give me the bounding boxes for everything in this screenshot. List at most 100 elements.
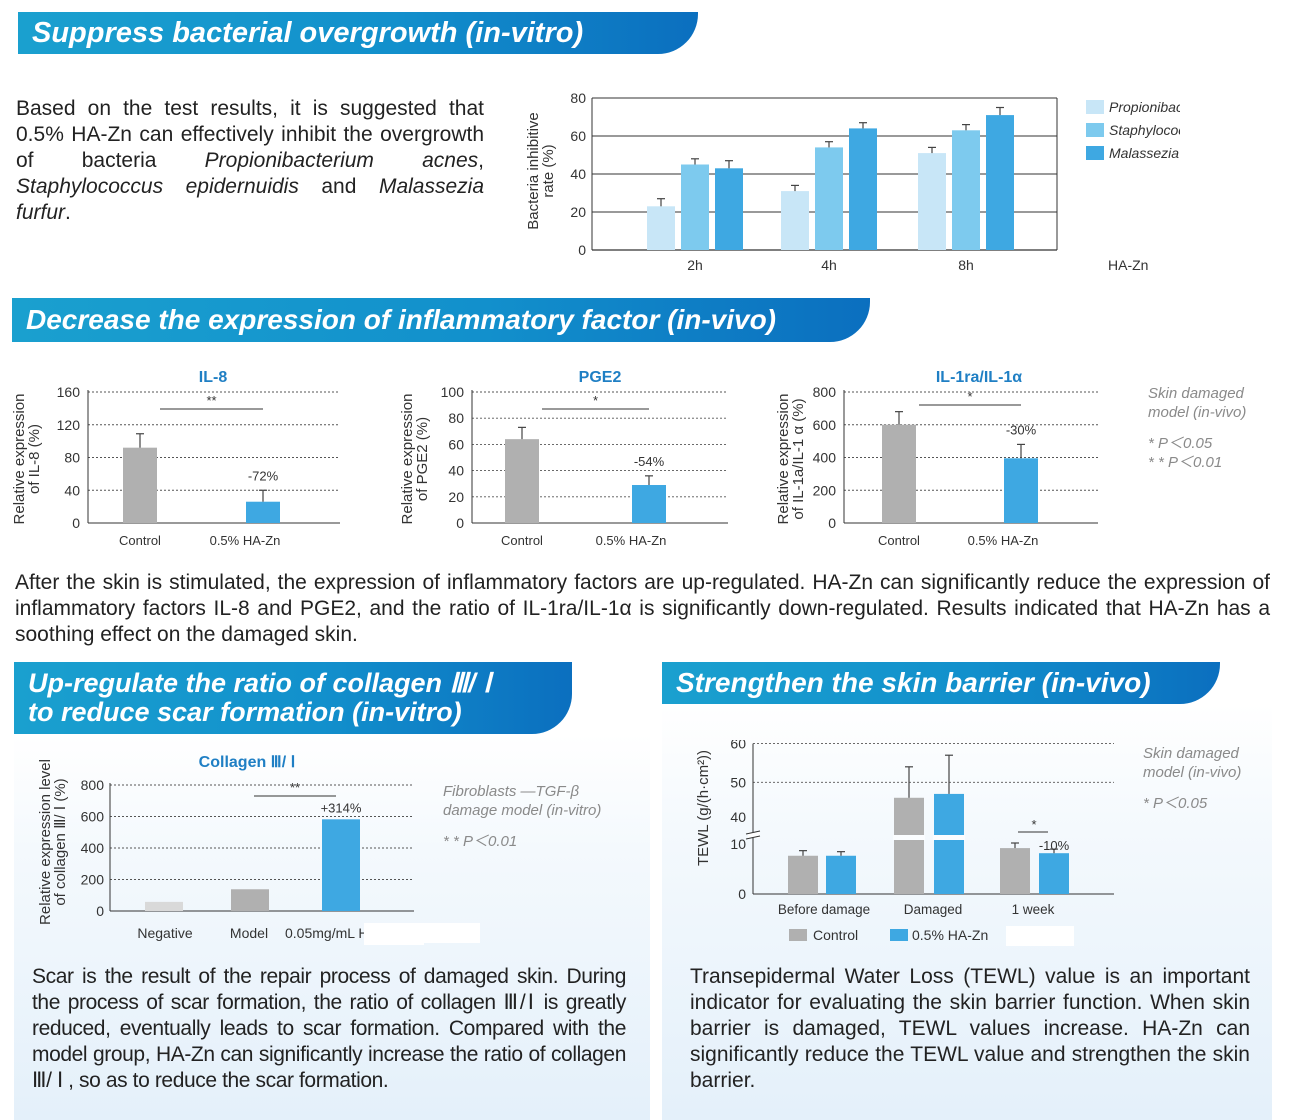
y-tick-label: 400 [81,840,105,856]
bar [681,164,709,250]
bar [934,793,964,894]
y-tick-label: 200 [813,482,837,498]
section-banner-inflammatory: Decrease the expression of inflammatory … [12,298,870,342]
change-label: -10% [1039,838,1070,853]
y-tick-label: 80 [448,410,464,426]
bar [246,501,280,523]
section-banner-collagen: Up-regulate the ratio of collagen Ⅲ/ Ⅰ t… [14,662,572,734]
axis-break-mark [745,830,761,835]
y-tick-label: 40 [64,482,80,498]
chart-title: PGE2 [579,369,622,386]
y-tick-label: 800 [813,384,837,400]
barrier-panel [662,704,1272,1120]
bar [815,147,843,250]
y-axis-label: Relative expression [399,394,416,525]
legend-swatch [890,929,908,941]
bar [715,168,743,250]
inflammatory-description: After the skin is stimulated, the expres… [15,571,1270,646]
legend-label: Malassezia furfur [1109,145,1180,161]
y-tick-label: 60 [730,740,746,752]
collagen-chart-extra-label [364,923,424,945]
label-mask [412,923,480,943]
bar [986,115,1014,250]
bar [1004,458,1038,523]
collagen-panel [14,734,650,1120]
chart-title: Collagen Ⅲ/ Ⅰ [199,754,296,771]
bar [1000,848,1030,894]
y-tick-label: 600 [813,417,837,433]
label-mask [1006,926,1074,946]
y-axis-label: of PGE2 (%) [414,417,431,501]
change-label: +314% [321,800,362,815]
y-axis-label: of IL-1a/IL-1 α (%) [790,398,807,519]
y-tick-label: 0 [72,515,80,531]
bar [123,447,157,523]
bar [918,153,946,250]
significance-marker: * [967,389,972,404]
x-tick-label: Control [878,533,920,548]
collagen-chart: Collagen Ⅲ/ Ⅰ 0 200 400 600 800 Relative expre… [37,754,414,941]
bar [322,819,360,911]
x-tick-label: Model [230,925,268,941]
bar-break-gap [893,835,925,840]
legend-swatch [1086,146,1104,160]
y-tick-label: 0 [828,515,836,531]
bacteria-description: Based on the test results, it is suggest… [16,97,484,224]
x-tick-label: 4h [821,257,837,273]
y-tick-label: 80 [570,90,586,106]
collagen-model-note: Fibroblasts —TGF-β damage model (in-vitr… [443,782,633,851]
x-tick-label: 0.5% HA-Zn [968,533,1039,548]
x-tick-label: 1 week [1012,902,1055,917]
change-label: -72% [248,468,279,483]
y-axis-label: of collagen Ⅲ/ Ⅰ (%) [52,778,69,905]
axis-break-mark [745,835,761,840]
x-tick-label: Damaged [904,902,963,917]
y-tick-label: 50 [730,774,746,790]
significance-marker: * [1031,817,1036,832]
y-tick-label: 0 [578,242,586,258]
legend-label: Staphylococcus epidernuidis [1109,122,1180,138]
legend-label: 0.5% HA-Zn [912,927,988,943]
il1-chart: IL-1ra/IL-1α 0 200 400 600 800 Relative expres… [775,369,1098,548]
bar [894,797,924,894]
x-tick-label: Negative [137,925,192,941]
change-label: -30% [1006,422,1037,437]
y-tick-label: 600 [81,809,105,825]
y-tick-label: 20 [448,489,464,505]
x-tick-label: Control [501,533,543,548]
legend-swatch [1086,100,1104,114]
bar [231,889,269,911]
y-tick-label: 40 [570,166,586,182]
x-tick-label: 0.5% HA-Zn [596,533,667,548]
bar [781,191,809,250]
bar [145,901,183,911]
y-tick-label: 60 [570,128,586,144]
legend-swatch [789,929,807,941]
y-tick-label: 0 [96,903,104,919]
section-title-line2: to reduce scar formation (in-vitro) [28,697,462,727]
x-tick-label: Control [119,533,161,548]
y-tick-label: 200 [81,872,105,888]
bar-break-gap [933,835,965,840]
y-tick-label: 10 [730,836,746,852]
inflammatory-model-note: Skin damaged model (in-vivo) * P＜0.05 * … [1148,384,1266,472]
y-tick-label: 100 [441,384,465,400]
x-tick-label: 0.5% HA-Zn [210,533,281,548]
x-tick-label: 8h [958,257,974,273]
y-tick-label: 160 [57,384,81,400]
x-tick-label: Before damage [778,902,870,917]
bar [647,206,675,250]
bar [826,855,856,894]
label-mask [364,923,424,945]
y-axis-label: Relative expression level [37,759,54,925]
y-tick-label: 40 [730,809,746,825]
y-axis-label: Relative expression [11,394,28,525]
section-title: Suppress bacterial overgrowth (in-vitro) [32,16,584,49]
y-axis-label: TEWL (g/(h·cm²)) [695,750,712,866]
y-tick-label: 800 [81,777,105,793]
bar [788,855,818,894]
bar [505,439,539,523]
barrier-description: Transepidermal Water Loss (TEWL) value i… [690,965,1250,1092]
y-axis-label: Bacteria inhibitive [525,112,542,230]
